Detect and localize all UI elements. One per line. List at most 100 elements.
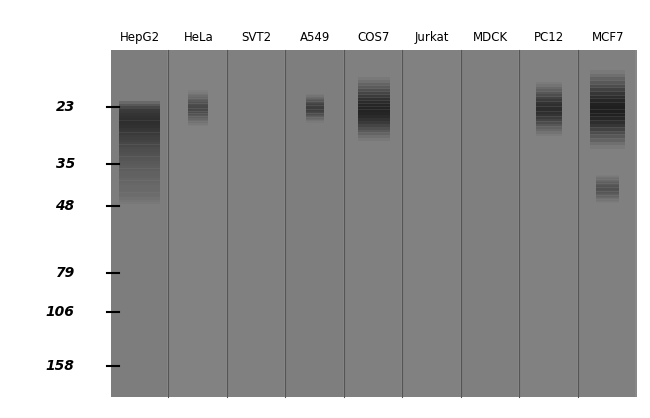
Bar bbox=[536, 94, 562, 101]
Bar bbox=[307, 103, 324, 107]
Bar bbox=[536, 122, 562, 129]
Bar bbox=[120, 171, 161, 181]
Bar bbox=[536, 127, 562, 134]
Bar bbox=[188, 105, 209, 110]
Bar bbox=[536, 117, 562, 124]
Bar bbox=[358, 107, 390, 115]
Bar bbox=[120, 188, 161, 197]
Bar bbox=[596, 175, 619, 178]
Bar bbox=[120, 142, 161, 152]
Bar bbox=[120, 123, 161, 133]
Bar bbox=[120, 145, 161, 154]
Bar bbox=[188, 122, 209, 126]
Bar bbox=[188, 92, 209, 97]
Bar bbox=[590, 92, 625, 102]
Bar bbox=[120, 104, 161, 113]
Bar bbox=[307, 97, 324, 100]
Bar bbox=[536, 84, 562, 91]
Bar bbox=[307, 95, 324, 99]
Text: 23: 23 bbox=[55, 100, 75, 115]
Bar bbox=[590, 88, 625, 98]
Bar bbox=[120, 181, 161, 190]
Bar bbox=[307, 98, 324, 102]
Bar bbox=[120, 176, 161, 185]
Bar bbox=[286, 50, 343, 397]
Bar bbox=[120, 109, 161, 118]
Bar bbox=[307, 94, 324, 97]
Bar bbox=[307, 115, 324, 119]
Bar bbox=[120, 195, 161, 204]
Bar bbox=[307, 108, 324, 112]
Bar bbox=[120, 113, 161, 123]
Bar bbox=[403, 50, 460, 397]
Bar bbox=[120, 102, 161, 111]
Bar bbox=[120, 154, 161, 163]
Bar bbox=[596, 177, 619, 181]
Bar bbox=[590, 70, 625, 80]
Bar bbox=[358, 98, 390, 106]
Bar bbox=[188, 115, 209, 120]
Bar bbox=[120, 130, 161, 140]
Bar bbox=[120, 128, 161, 137]
Bar bbox=[596, 196, 619, 199]
Bar bbox=[358, 80, 390, 88]
Bar bbox=[188, 114, 209, 118]
Bar bbox=[590, 117, 625, 127]
Bar bbox=[590, 77, 625, 87]
Text: MCF7: MCF7 bbox=[592, 31, 624, 44]
Bar bbox=[596, 182, 619, 186]
Bar bbox=[188, 110, 209, 115]
Bar bbox=[358, 112, 390, 121]
Bar bbox=[358, 101, 390, 109]
Bar bbox=[596, 198, 619, 202]
Bar bbox=[536, 87, 562, 94]
Bar bbox=[307, 107, 324, 111]
Bar bbox=[536, 102, 562, 109]
Bar bbox=[188, 118, 209, 123]
Bar bbox=[120, 133, 161, 142]
Bar bbox=[536, 129, 562, 136]
Bar bbox=[188, 112, 209, 117]
Bar bbox=[358, 92, 390, 100]
Bar bbox=[536, 109, 562, 116]
Text: 35: 35 bbox=[55, 157, 75, 171]
Bar bbox=[358, 83, 390, 91]
Bar bbox=[596, 197, 619, 201]
Text: COS7: COS7 bbox=[358, 31, 390, 44]
Bar bbox=[590, 135, 625, 145]
Bar bbox=[120, 118, 161, 127]
Bar bbox=[358, 77, 390, 85]
Bar bbox=[307, 99, 324, 103]
Bar bbox=[188, 97, 209, 102]
Text: 48: 48 bbox=[55, 199, 75, 213]
Text: 158: 158 bbox=[46, 359, 75, 372]
Bar bbox=[307, 111, 324, 115]
Bar bbox=[596, 185, 619, 189]
Bar bbox=[120, 164, 161, 173]
Bar bbox=[596, 184, 619, 187]
Bar bbox=[307, 102, 324, 105]
Bar bbox=[596, 176, 619, 179]
Bar bbox=[536, 112, 562, 119]
Bar bbox=[120, 116, 161, 125]
Bar bbox=[358, 121, 390, 130]
Bar bbox=[120, 193, 161, 202]
Bar bbox=[307, 104, 324, 108]
Bar bbox=[111, 50, 637, 397]
Bar bbox=[520, 50, 577, 397]
Bar bbox=[536, 104, 562, 111]
Bar bbox=[169, 50, 226, 397]
Bar bbox=[120, 159, 161, 168]
Bar bbox=[578, 50, 635, 397]
Bar bbox=[120, 161, 161, 171]
Bar bbox=[596, 190, 619, 194]
Bar bbox=[590, 132, 625, 142]
Text: PC12: PC12 bbox=[534, 31, 564, 44]
Bar bbox=[307, 106, 324, 110]
Bar bbox=[344, 50, 401, 397]
Bar bbox=[120, 106, 161, 116]
Bar bbox=[111, 50, 167, 397]
Text: SVT2: SVT2 bbox=[242, 31, 272, 44]
Bar bbox=[358, 130, 390, 138]
Bar bbox=[536, 124, 562, 131]
